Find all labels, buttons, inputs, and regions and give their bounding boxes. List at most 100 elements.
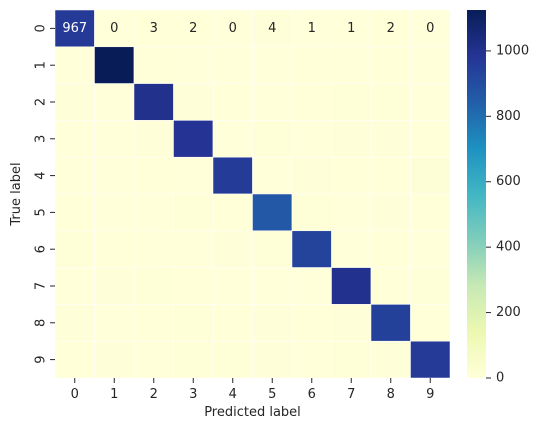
colorbar-tick-label: 200 [496,305,521,320]
cell-value-label: 2 [387,21,395,36]
heatmap-cell [331,83,372,121]
heatmap-cell [370,83,411,121]
heatmap-cell [173,267,214,305]
heatmap-cell [410,156,451,195]
colorbar [467,10,486,378]
heatmap-cell [370,304,411,342]
heatmap-cell [291,304,332,342]
heatmap-cell [291,83,332,121]
heatmap-cell [133,230,174,268]
heatmap-cell [173,193,214,232]
y-tick-label: 0 [34,24,49,32]
heatmap-cell [410,120,451,158]
heatmap-cell [252,9,293,48]
heatmap-cell [212,267,253,305]
cell-value-label: 0 [110,21,118,36]
x-tick-label: 4 [229,387,237,402]
heatmap-cell [94,267,135,305]
heatmap-cell [252,304,293,342]
heatmap-cell [173,46,214,84]
heatmap-cell [331,46,372,84]
y-tick-label: 8 [34,319,49,327]
cell-value-label: 2 [189,21,197,36]
x-axis-ticks: 0 1 2 3 4 5 6 7 8 9 [71,378,434,402]
y-axis-label: True label [9,162,24,226]
x-tick-label: 2 [150,387,158,402]
heatmap-cell [212,230,253,268]
x-axis-label: Predicted label [204,405,301,420]
heatmap-cell [212,193,253,232]
heatmap-cell [212,340,253,379]
heatmap-cell [410,230,451,268]
heatmap-cells [54,9,451,379]
heatmap-cell [173,83,214,121]
heatmap-cell [133,267,174,305]
x-tick-label: 8 [387,387,395,402]
heatmap-cell [291,193,332,232]
heatmap-cell [252,267,293,305]
x-tick-label: 9 [426,387,434,402]
y-tick-label: 1 [34,61,49,69]
heatmap-cell [410,83,451,121]
heatmap-cell [410,267,451,305]
heatmap-cell [370,230,411,268]
heatmap-cell [212,304,253,342]
heatmap-cell [370,156,411,195]
colorbar-tick-label: 0 [496,371,504,386]
y-tick-label: 7 [34,282,49,290]
cell-value-label: 4 [268,21,276,36]
cell-value-label: 1 [347,21,355,36]
heatmap-cell [252,193,293,232]
colorbar-ticks: 0 200 400 600 800 1000 [486,43,529,386]
heatmap-cell [291,340,332,379]
heatmap-cell [133,304,174,342]
heatmap-cell [133,120,174,158]
colorbar-tick-label: 600 [496,174,521,189]
heatmap-cell [133,340,174,379]
heatmap-cell [94,46,135,84]
colorbar-tick-label: 800 [496,109,521,124]
heatmap-cell [331,267,372,305]
heatmap-cell [370,193,411,232]
x-tick-label: 7 [347,387,355,402]
heatmap-cell [291,46,332,84]
heatmap-cell [173,230,214,268]
x-tick-label: 1 [110,387,118,402]
heatmap-cell [173,9,214,48]
heatmap-cell [94,83,135,121]
heatmap-cell [133,193,174,232]
heatmap-cell [410,193,451,232]
heatmap-cell [94,230,135,268]
y-tick-label: 6 [34,245,49,253]
heatmap-cell [370,120,411,158]
heatmap-cell [291,156,332,195]
heatmap-cell [54,340,95,379]
heatmap-cell [133,156,174,195]
heatmap-cell [252,340,293,379]
heatmap-cell [252,46,293,84]
heatmap-cell [133,9,174,48]
heatmap-cell [133,83,174,121]
heatmap-cell [133,46,174,84]
heatmap-cell [94,340,135,379]
heatmap-cell [54,304,95,342]
heatmap-cell [331,304,372,342]
y-tick-label: 5 [34,208,49,216]
cell-value-label: 3 [150,21,158,36]
heatmap-cell [54,193,95,232]
heatmap-cell [410,304,451,342]
heatmap-cell [173,120,214,158]
heatmap-cell [212,156,253,195]
colorbar-tick-label: 400 [496,240,521,255]
heatmap-cell-labels: 967 0 3 2 0 4 1 1 2 0 [62,21,434,36]
y-tick-label: 9 [34,355,49,363]
x-tick-label: 0 [71,387,79,402]
y-tick-label: 4 [34,171,49,179]
heatmap-cell [252,83,293,121]
heatmap-cell [252,230,293,268]
heatmap-cell [173,340,214,379]
heatmap-cell [331,156,372,195]
heatmap-cell [54,83,95,121]
heatmap-cell [54,267,95,305]
y-axis-ticks: 0 1 2 3 4 5 6 7 8 9 [34,24,55,364]
